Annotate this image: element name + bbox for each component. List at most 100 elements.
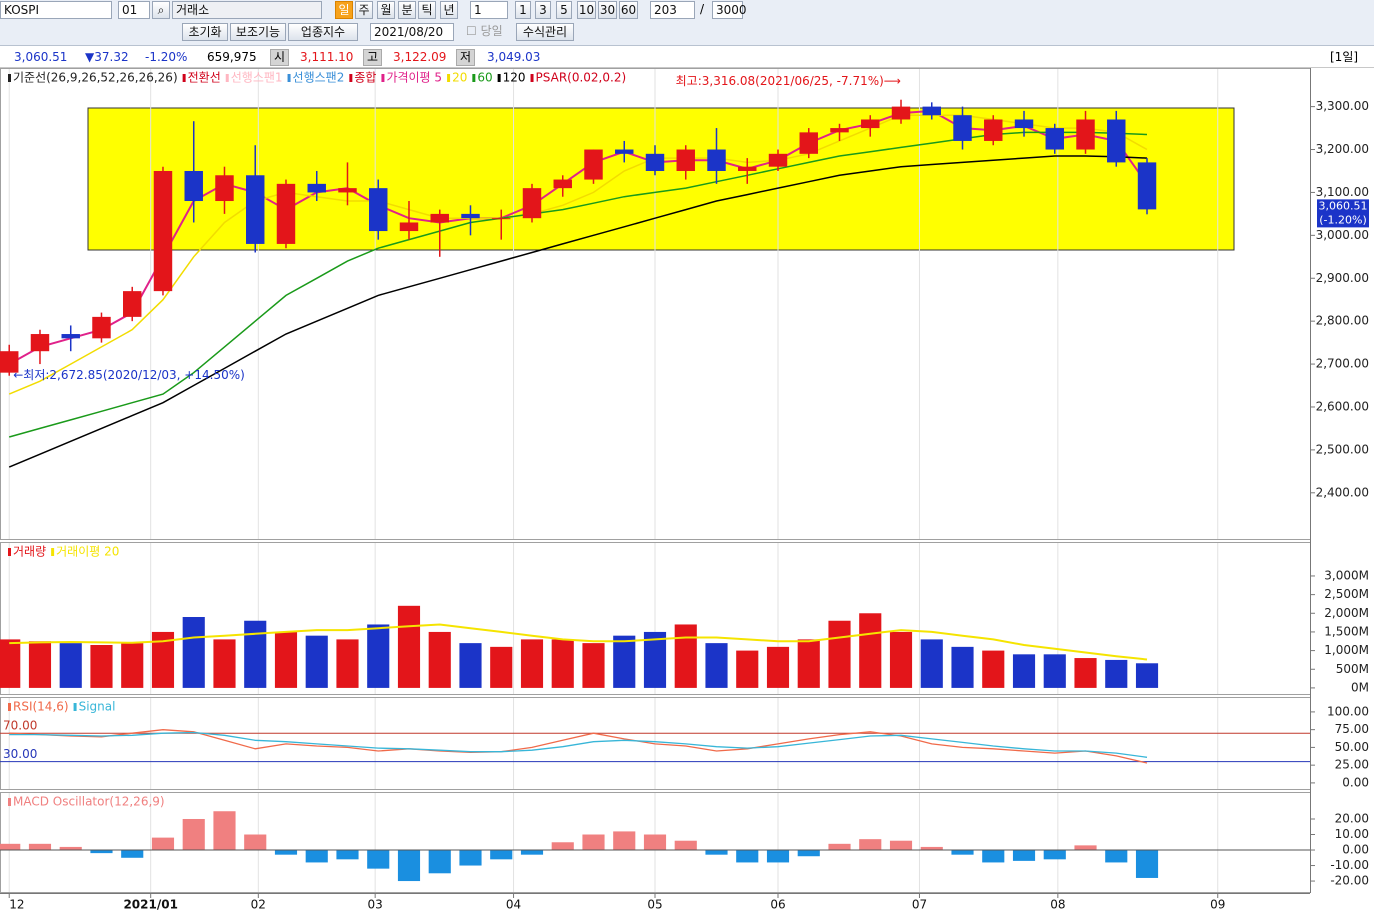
bar xyxy=(0,843,21,851)
bar xyxy=(28,641,52,688)
legend-swatch xyxy=(8,703,11,711)
bar xyxy=(121,850,144,858)
period-button[interactable]: 주 xyxy=(355,1,373,19)
candle-body xyxy=(61,334,80,339)
last-price-text: 3,060.51 xyxy=(1319,199,1368,212)
x-tick-label: 09 xyxy=(1210,898,1225,912)
date-select[interactable]: 2021/08/20 xyxy=(370,23,454,41)
bar xyxy=(305,635,328,688)
bar xyxy=(613,831,636,851)
candle-body xyxy=(30,334,50,352)
tool-button[interactable]: 초기화 xyxy=(182,23,228,41)
bar xyxy=(828,620,851,688)
period-button[interactable]: 년 xyxy=(440,1,458,19)
candle-body xyxy=(1045,128,1064,150)
tool-button[interactable]: 보조기능 xyxy=(230,23,286,41)
period-button[interactable]: 틱 xyxy=(418,1,436,19)
bar xyxy=(397,605,421,688)
bar xyxy=(1135,663,1159,688)
y-tick-label: 100.00 xyxy=(1327,704,1369,718)
bar xyxy=(274,631,298,688)
bar xyxy=(920,639,943,688)
candle-body xyxy=(153,170,173,292)
x-tick-label: 05 xyxy=(647,898,662,912)
bar xyxy=(459,643,482,688)
bar xyxy=(90,644,113,688)
interval-button[interactable]: 1 xyxy=(515,1,531,19)
bar xyxy=(428,631,451,688)
candle-body xyxy=(492,218,511,220)
quote-open: 3,111.10 xyxy=(300,50,354,64)
y-tick-label: 3,300.00 xyxy=(1316,99,1369,113)
code-input[interactable]: 01 xyxy=(118,1,150,19)
bar xyxy=(1043,654,1066,688)
bar xyxy=(59,846,82,851)
period-button[interactable]: 분 xyxy=(398,1,416,19)
period-button[interactable]: 일 xyxy=(335,1,353,19)
y-tick-label: 75.00 xyxy=(1335,722,1369,736)
bar xyxy=(1105,659,1128,688)
candle-body xyxy=(953,115,972,141)
bar xyxy=(705,850,728,855)
search-button[interactable]: ⌕ xyxy=(152,1,170,19)
symbol-input[interactable]: KOSPI xyxy=(0,1,112,19)
interval-button[interactable]: 10 xyxy=(577,1,596,19)
bar xyxy=(0,639,21,688)
y-tick-label: -10.00 xyxy=(1330,858,1369,872)
legend-entry: 전환선 xyxy=(188,71,221,85)
market-input[interactable]: 거래소 xyxy=(172,1,322,19)
legend-swatch xyxy=(8,74,11,82)
bar xyxy=(213,811,236,851)
bar xyxy=(1135,850,1159,878)
bar xyxy=(28,843,52,851)
candle-body xyxy=(738,166,757,171)
candle-body xyxy=(676,149,695,171)
today-checkbox[interactable]: ☐ 당일 xyxy=(466,24,503,38)
bar xyxy=(459,850,482,866)
bar xyxy=(1012,850,1036,861)
bar xyxy=(828,843,851,851)
candle-body xyxy=(707,149,726,171)
high-label: 고 xyxy=(363,49,383,66)
y-tick-label: 20.00 xyxy=(1335,811,1369,825)
y-tick-label: 1,000M xyxy=(1324,643,1369,657)
x-tick-label: 04 xyxy=(506,898,521,912)
y-tick-label: 0.00 xyxy=(1342,775,1369,789)
y-tick-label: 500M xyxy=(1336,662,1369,676)
today-label: 당일 xyxy=(480,24,503,38)
legend-swatch xyxy=(225,74,229,82)
max-bars-input[interactable]: 3000 xyxy=(712,1,747,19)
legend-entry: 종합 xyxy=(354,71,376,85)
bar xyxy=(274,850,298,855)
candle-body xyxy=(430,213,449,223)
formula-button[interactable]: 수식관리 xyxy=(516,23,574,41)
bar xyxy=(766,646,790,688)
quote-high: 3,122.09 xyxy=(393,50,447,64)
candle-body xyxy=(399,222,419,232)
bars-input[interactable]: 203 xyxy=(650,1,695,19)
bar xyxy=(705,643,728,688)
interval-button[interactable]: 30 xyxy=(598,1,617,19)
legend-swatch xyxy=(349,74,353,82)
bar xyxy=(428,850,451,874)
open-label: 시 xyxy=(270,49,290,66)
legend-swatch xyxy=(182,74,186,82)
interval-button[interactable]: 5 xyxy=(556,1,572,19)
y-tick-label: 3,000M xyxy=(1324,568,1369,582)
candle-body xyxy=(215,175,234,202)
interval-button[interactable]: 3 xyxy=(535,1,551,19)
last-price-text: (-1.20%) xyxy=(1319,213,1367,226)
interval-button[interactable]: 60 xyxy=(619,1,638,19)
bar xyxy=(582,643,605,688)
count-select[interactable]: 1 xyxy=(470,1,508,19)
candle-body xyxy=(184,170,203,202)
legend-entry: 선행스팬2 xyxy=(293,70,345,85)
bar xyxy=(797,850,820,857)
bar xyxy=(336,850,359,860)
legend-swatch xyxy=(381,74,385,82)
tool-button[interactable]: 업종지수 xyxy=(288,23,358,41)
period-button[interactable]: 월 xyxy=(377,1,395,19)
bar xyxy=(551,842,574,851)
candle-body xyxy=(92,316,111,339)
bar xyxy=(305,850,328,863)
